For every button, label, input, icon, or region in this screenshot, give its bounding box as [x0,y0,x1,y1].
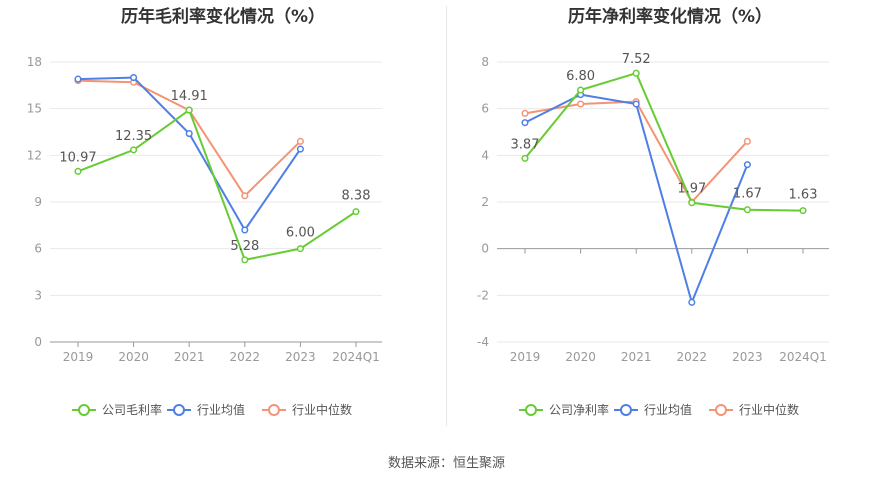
data-point [743,161,751,169]
net-margin-plot: -4 -2 0 2 4 6 8 2019 2020 2021 2022 2023 2024Q1 3.87 6… [477,52,829,417]
data-point [632,100,640,108]
legend-marker [268,404,280,416]
y-tick-label: 2 [481,195,489,209]
data-label: 3.87 [511,137,540,152]
panel-divider [446,6,447,426]
legend-item[interactable]: 公司毛利率 [72,402,162,417]
data-label: 5.28 [230,239,259,254]
legend-item[interactable]: 行业中位数 [262,402,352,417]
legend-marker [620,404,632,416]
data-point [241,192,249,200]
data-point [185,106,193,114]
x-tick-label: 2023 [732,350,763,364]
legend-marker [715,404,727,416]
y-tick-label: 9 [34,195,42,209]
data-label: 1.97 [677,182,706,197]
y-tick-label: 0 [481,242,489,256]
data-point [296,137,304,145]
y-tick-label: 6 [481,102,489,116]
data-point [521,119,529,127]
data-point [130,146,138,154]
legend-item[interactable]: 行业中位数 [709,402,799,417]
y-tick-label: 12 [27,148,42,162]
legend-marker [525,404,537,416]
data-point [74,75,82,83]
gross-margin-plot: 0 3 6 9 12 15 18 2019 2020 2021 2022 2023 2024Q1 10.9… [27,55,382,417]
data-label: 14.91 [171,89,208,104]
x-tick-label: 2023 [285,350,316,364]
data-point [799,207,807,215]
data-point [241,226,249,234]
y-tick-label: 3 [34,288,42,302]
x-tick-label: 2024Q1 [332,350,380,364]
x-tick-label: 2022 [230,350,261,364]
series-line-1 [524,93,749,304]
data-point [521,154,529,162]
x-tick-label: 2021 [621,350,652,364]
data-label: 1.63 [789,188,818,203]
data-label: 6.00 [286,226,315,241]
data-point [296,245,304,253]
legend-label: 行业均值 [197,402,245,417]
y-tick-label: 0 [34,335,42,349]
data-point [352,208,360,216]
chart-title: 历年毛利率变化情况（%） [120,7,326,27]
x-tick-label: 2020 [565,350,596,364]
x-tick-label: 2019 [510,350,541,364]
data-label: 1.67 [733,187,762,202]
data-point [688,199,696,207]
data-point [743,206,751,214]
data-point [632,69,640,77]
series-line-0 [77,109,357,261]
y-tick-label: 4 [481,148,489,162]
x-tick-label: 2020 [118,350,149,364]
legend-marker [78,404,90,416]
y-tick-label: 6 [34,242,42,256]
data-point [241,256,249,264]
y-tick-label: 18 [27,55,42,69]
data-point [296,145,304,153]
y-tick-label: -2 [477,288,489,302]
x-tick-label: 2024Q1 [779,350,827,364]
net-margin-chart: 历年净利率变化情况（%） -4 -2 0 2 4 6 8 2019 2020 2021 2022 20… [447,0,893,440]
chart-title: 历年净利率变化情况（%） [567,7,773,27]
data-label: 8.38 [342,189,371,204]
data-source-note: 数据来源：恒生聚源 [387,456,505,471]
legend-marker [173,404,185,416]
data-label: 10.97 [59,150,96,165]
data-point [130,74,138,82]
data-point [74,167,82,175]
data-point [577,86,585,94]
y-tick-label: 8 [481,55,489,69]
x-tick-label: 2021 [174,350,205,364]
data-label: 7.52 [622,52,651,67]
legend-label: 公司净利率 [549,402,609,417]
legend-item[interactable]: 公司净利率 [519,402,609,417]
legend-label: 行业中位数 [739,402,799,417]
series-line-0 [524,72,804,212]
y-tick-label: 15 [27,102,42,116]
data-point [743,137,751,145]
data-label: 6.80 [566,69,595,84]
legend-label: 公司毛利率 [102,402,162,417]
legend-item[interactable]: 行业均值 [167,402,245,417]
data-point [185,130,193,138]
legend-label: 行业中位数 [292,402,352,417]
x-tick-label: 2022 [677,350,708,364]
data-label: 12.35 [115,129,152,144]
y-tick-label: -4 [477,335,489,349]
data-point [688,298,696,306]
x-tick-label: 2019 [63,350,94,364]
data-point [521,109,529,117]
legend-label: 行业均值 [644,402,692,417]
legend-item[interactable]: 行业均值 [614,402,692,417]
gross-margin-chart: 历年毛利率变化情况（%） 0 3 6 9 12 15 18 2019 2020 2021 2022 2… [0,0,446,440]
data-point [577,100,585,108]
